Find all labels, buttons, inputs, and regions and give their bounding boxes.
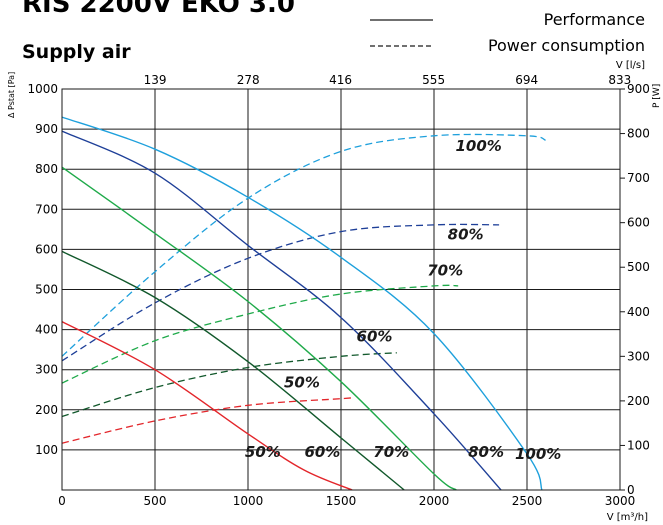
y-right-tick-label: 700 [627,171,650,185]
curve-label: 50% [245,443,281,461]
y-left-tick-label: 1000 [27,82,58,96]
y-right-axis-label: P [W] [652,84,662,108]
power-curve-50pct [61,397,354,444]
y-left-tick-label: 400 [35,323,58,337]
curve-label: 80% [448,225,484,243]
curve-label: 60% [304,443,340,461]
power-curve-100pct [61,133,546,357]
y-right-tick-label: 600 [627,216,650,230]
y-left-tick-label: 100 [35,443,58,457]
plot-border [61,88,621,491]
curve-label: 100% [515,445,561,463]
x-top-tick-label: 278 [237,73,260,87]
y-right-tick-label: 200 [627,394,650,408]
y-left-axis-label: Δ Pstat [Pa] [7,72,16,118]
x-bottom-tick-label: 0 [58,494,66,508]
x-top-axis-label: V [l/s] [616,60,645,71]
x-bottom-tick-label: 2500 [512,494,543,508]
pressure-curve-100pct [61,116,543,491]
curve-label: 80% [468,443,504,461]
curve-label: 60% [357,328,393,346]
y-left-tick-label: 300 [35,363,58,377]
x-bottom-axis-label: V [m³/h] [607,512,648,523]
legend-power-label: Power consumption [488,36,645,55]
power-curve-80pct [61,223,500,362]
x-bottom-tick-label: 3000 [605,494,636,508]
y-right-tick-label: 0 [627,483,635,497]
y-left-tick-label: 800 [35,162,58,176]
curve-label: 70% [373,443,409,461]
performance-curves [61,116,543,491]
pressure-curve-60pct [61,250,405,491]
curve-label: 100% [455,137,501,155]
chart-subtitle: Supply air [22,41,131,63]
curve-label: 70% [427,261,463,279]
power-consumption-curves [61,133,546,444]
x-bottom-tick-label: 1000 [233,494,264,508]
y-right-tick-label: 900 [627,82,650,96]
y-left-tick-label: 200 [35,403,58,417]
power-curve-60pct [61,352,397,418]
x-bottom-tick-label: 1500 [326,494,357,508]
y-left-tick-label: 700 [35,202,58,216]
y-right-tick-label: 100 [627,438,650,452]
x-top-tick-label: 416 [329,73,352,87]
legend-performance-label: Performance [544,10,645,29]
y-right-tick-label: 400 [627,305,650,319]
y-left-tick-label: 600 [35,242,58,256]
y-right-tick-label: 300 [627,349,650,363]
y-left-tick-label: 500 [35,283,58,297]
x-top-tick-label: 555 [422,73,445,87]
pressure-curve-50pct [61,320,353,491]
y-right-tick-label: 800 [627,127,650,141]
chart-title: RIS 2200V EKO 3.0 [22,0,295,19]
x-bottom-tick-label: 2000 [419,494,450,508]
y-left-tick-label: 900 [35,122,58,136]
y-right-tick-label: 500 [627,260,650,274]
pressure-curve-70pct [61,166,457,491]
power-curve-70pct [61,284,459,384]
x-bottom-tick-label: 500 [144,494,167,508]
x-top-tick-label: 139 [144,73,167,87]
curve-label: 50% [284,374,320,392]
grid [62,89,620,490]
curve-labels: 100% 80% 70% 60% 50% 50% 60% 70% 80% 100% [245,137,561,463]
x-top-tick-label: 833 [608,73,631,87]
legend: Performance Power consumption [370,10,645,55]
x-top-tick-label: 694 [515,73,538,87]
pressure-curve-80pct [61,130,502,491]
